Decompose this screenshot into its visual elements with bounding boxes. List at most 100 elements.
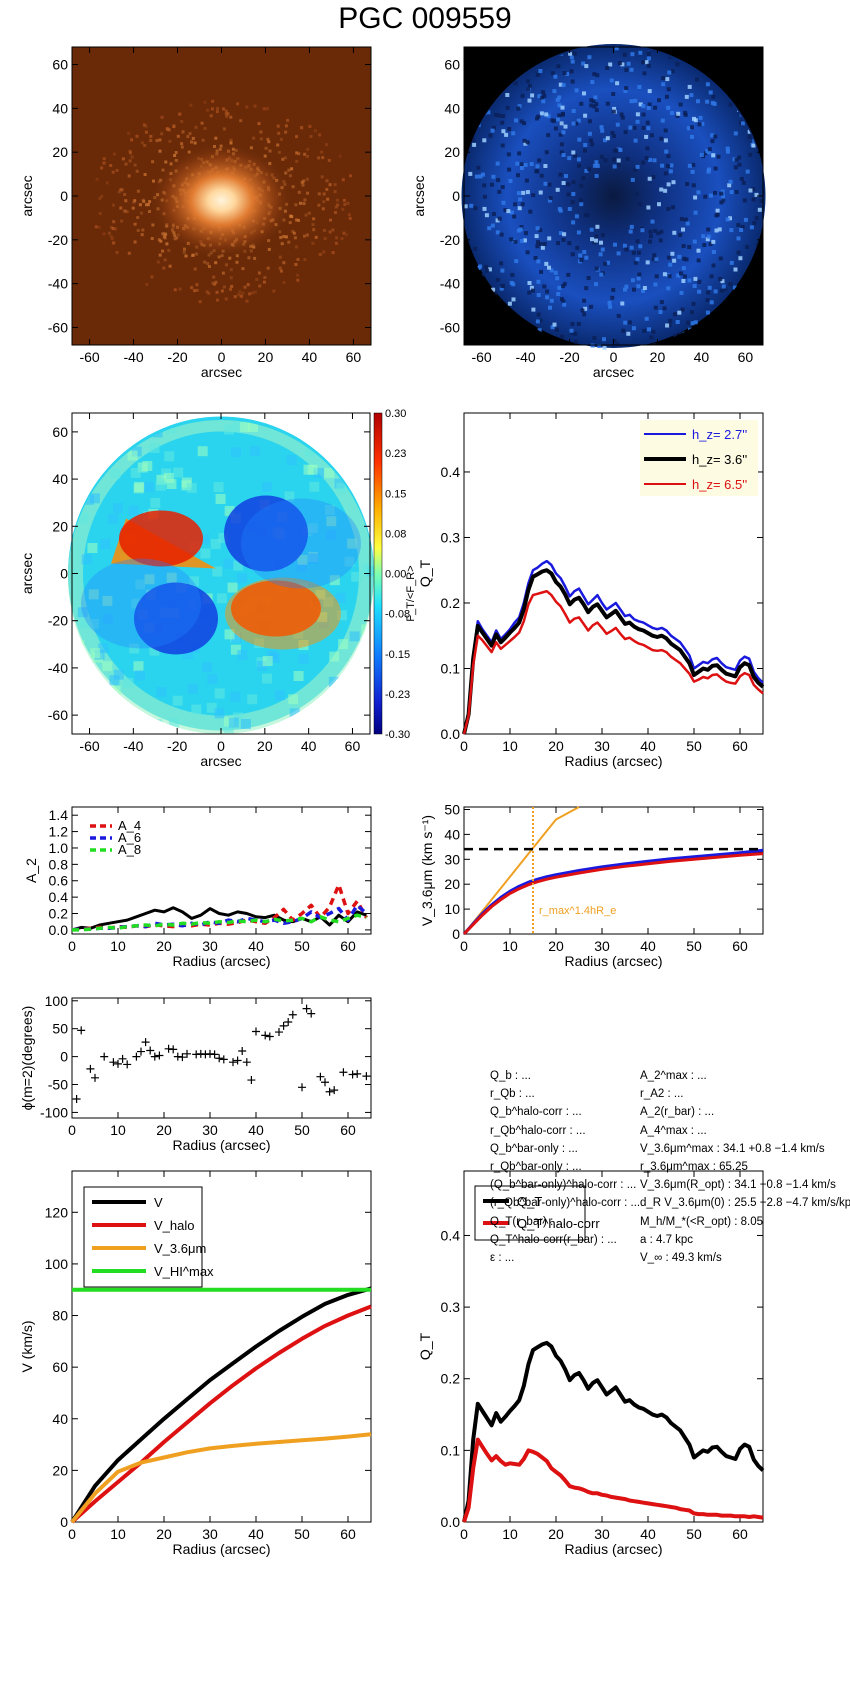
disk-pixel — [570, 321, 575, 326]
map-cell — [129, 643, 140, 654]
disk-pixel — [514, 259, 519, 264]
disk-pixel — [587, 131, 592, 136]
y-tick-label: 40 — [52, 1411, 68, 1427]
disk-pixel — [635, 191, 639, 196]
disk-pixel — [576, 230, 581, 235]
phase-point — [132, 1052, 141, 1061]
image-pixel — [229, 138, 233, 142]
disk-pixel — [506, 152, 511, 157]
image-pixel — [241, 267, 245, 271]
map-cell — [172, 695, 183, 706]
image-pixel — [253, 256, 257, 260]
disk-pixel — [623, 320, 628, 325]
map-cell — [262, 673, 272, 684]
map-cell — [207, 674, 218, 685]
x-tick-label: 10 — [110, 1122, 126, 1138]
disk-pixel — [505, 93, 510, 97]
disk-pixel — [699, 153, 704, 157]
disk-pixel — [497, 189, 502, 194]
image-pixel — [240, 294, 243, 298]
disk-pixel — [500, 143, 505, 148]
image-pixel — [215, 290, 219, 294]
disk-pixel — [624, 247, 629, 252]
map-cell — [87, 543, 98, 553]
map-cell — [78, 513, 89, 524]
disk-pixel — [575, 245, 580, 250]
disk-pixel — [576, 157, 581, 162]
map-cell — [89, 691, 100, 702]
disk-pixel — [553, 74, 558, 79]
disk-pixel — [641, 112, 646, 117]
x-tick-label: 0 — [68, 938, 76, 954]
disk-pixel — [711, 239, 716, 244]
disk-pixel — [570, 200, 575, 205]
disk-pixel — [531, 288, 535, 293]
y-tick-label: 0.2 — [441, 595, 461, 611]
image-pixel — [257, 122, 261, 126]
plot-frame — [71, 1170, 372, 1523]
phase-point — [284, 1018, 293, 1026]
disk-pixel — [693, 118, 698, 123]
image-pixel — [127, 131, 131, 135]
image-pixel — [295, 159, 299, 163]
disk-pixel — [671, 205, 675, 210]
disk-pixel — [742, 198, 747, 203]
map-cell — [336, 483, 347, 494]
disk-pixel — [579, 202, 584, 207]
image-pixel — [120, 219, 124, 223]
phase-point — [118, 1054, 127, 1063]
disk-pixel — [561, 83, 566, 88]
disk-pixel — [630, 177, 635, 182]
image-pixel — [133, 222, 137, 226]
y-tick-label: 60 — [52, 57, 68, 73]
phase-point — [91, 1073, 99, 1082]
disk-pixel — [557, 113, 562, 118]
series-line — [462, 848, 764, 936]
image-pixel — [178, 287, 182, 291]
image-pixel — [326, 197, 330, 201]
x-axis-label: Radius (arcsec) — [564, 753, 662, 769]
y-tick-label: 0.1 — [441, 660, 461, 676]
disk-pixel — [519, 239, 524, 243]
image-pixel — [150, 237, 154, 240]
disk-pixel — [560, 112, 565, 117]
y-tick-label: -40 — [48, 660, 68, 676]
phase-point — [178, 1053, 187, 1062]
phase-point — [307, 1009, 316, 1018]
disk-pixel — [516, 173, 520, 178]
disk-pixel — [646, 126, 651, 131]
map-cell — [210, 539, 221, 549]
map-cell — [74, 695, 84, 706]
map-cell — [88, 618, 99, 629]
disk-pixel — [582, 250, 587, 254]
disk-pixel — [680, 307, 685, 312]
disk-pixel — [705, 99, 710, 104]
map-cell — [110, 685, 121, 696]
phase-point — [141, 1038, 150, 1047]
disk-pixel — [494, 112, 499, 117]
disk-pixel — [675, 320, 680, 324]
x-axis-label: Radius (arcsec) — [172, 953, 270, 969]
disk-pixel — [664, 94, 669, 99]
disk-pixel — [661, 82, 666, 87]
image-pixel — [180, 145, 184, 149]
disk-pixel — [523, 163, 528, 167]
disk-pixel — [523, 141, 528, 146]
disk-pixel — [651, 257, 656, 262]
disk-pixel — [533, 256, 538, 260]
disk-pixel — [751, 143, 756, 148]
disk-pixel — [717, 227, 722, 232]
disk-pixel — [482, 194, 487, 199]
map-cell — [324, 505, 335, 515]
map-cell — [164, 472, 174, 483]
image-pixel — [181, 130, 185, 134]
image-pixel — [233, 295, 237, 299]
image-pixel — [205, 290, 209, 294]
map-cell — [197, 446, 208, 457]
disk-pixel — [681, 279, 686, 283]
disk-pixel — [552, 322, 557, 327]
disk-pixel — [612, 339, 617, 343]
y-tick-label: -20 — [48, 613, 68, 629]
image-pixel — [102, 161, 106, 165]
map-cell — [166, 423, 177, 434]
